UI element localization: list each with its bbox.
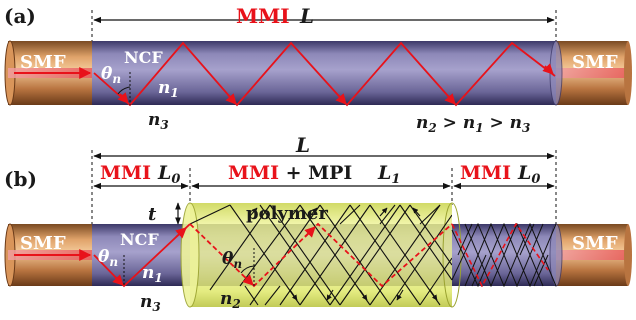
polymer-right-face xyxy=(442,202,462,308)
smf-right-end xyxy=(624,41,632,105)
t-label: t xyxy=(148,204,157,225)
length-label-b: L xyxy=(295,133,310,157)
right-mesh xyxy=(451,223,557,287)
mmi-mpi-label: MMI + MPI xyxy=(228,162,352,184)
red-dashed-ray-right xyxy=(451,223,549,287)
polymer-left-face xyxy=(180,202,200,308)
mmi-left-label: MMI xyxy=(100,162,151,184)
ray-arrow-b2 xyxy=(175,227,187,239)
ncf-label-a: NCF xyxy=(124,48,163,67)
ncf-label-b: NCF xyxy=(120,230,159,249)
l1-label: L1 xyxy=(377,162,400,187)
n3-label-b: n3 xyxy=(140,292,161,314)
theta-mid-label-b: θn xyxy=(222,249,242,271)
theta-label-a: θn xyxy=(101,64,121,86)
theta-left-label-b: θn xyxy=(98,247,118,269)
smf-right-core-b xyxy=(556,250,628,260)
smf-right-end-b xyxy=(624,224,632,286)
zigzag-ray-a xyxy=(93,41,556,107)
panel-a: (a) MMI L SMF SMF NCF θn n1 n3 n2 > n1 >… xyxy=(4,4,632,135)
n2-label-b: n2 xyxy=(220,289,241,311)
smf-right-label-a: SMF xyxy=(572,52,618,73)
zigzag-ray-b-left xyxy=(93,223,191,288)
angle-arc-b xyxy=(240,265,255,274)
panel-a-label: (a) xyxy=(4,4,36,28)
polymer-label: polymer xyxy=(246,203,328,224)
mmi-label-a: MMI xyxy=(236,4,290,28)
polymer-ray-arrows xyxy=(249,207,438,301)
polymer-coating xyxy=(190,203,452,307)
l0-left-label: L0 xyxy=(157,162,180,187)
angle-arc-a xyxy=(117,86,131,95)
ray-arrow-a4 xyxy=(444,93,456,105)
right-mesh-lines xyxy=(451,223,557,287)
red-dashed-ray xyxy=(190,222,452,288)
ray-arrow-a3 xyxy=(335,93,347,105)
n1-label-b: n1 xyxy=(142,263,163,285)
polymer-ray-lattice xyxy=(190,204,452,306)
smf-right-core xyxy=(556,68,628,78)
ray-arrow-b4 xyxy=(304,226,316,238)
panel-b: (b) L MMI L0 MMI + MPI L1 MMI L0 t polym… xyxy=(4,133,632,314)
ray-arrow-b3 xyxy=(242,274,254,286)
panel-b-label: (b) xyxy=(4,167,37,191)
ray-arrow-a1 xyxy=(117,92,129,104)
smf-left-label-b: SMF xyxy=(20,233,66,254)
ncf-a xyxy=(92,41,556,105)
ray-arrow-b1 xyxy=(112,274,124,286)
length-label-a: L xyxy=(299,4,314,28)
n1-label-a: n1 xyxy=(158,78,179,100)
index-inequality: n2 > n1 > n3 xyxy=(416,113,530,135)
n3-label-a: n3 xyxy=(148,110,169,132)
mpi-rays xyxy=(190,204,452,306)
l0-right-label: L0 xyxy=(517,162,540,187)
smf-left-label-a: SMF xyxy=(20,52,66,73)
mmi-right-label: MMI xyxy=(460,162,511,184)
ray-arrow-a2 xyxy=(225,93,237,105)
smf-right-label-b: SMF xyxy=(572,233,618,254)
ray-arrow-a5 xyxy=(542,63,554,75)
